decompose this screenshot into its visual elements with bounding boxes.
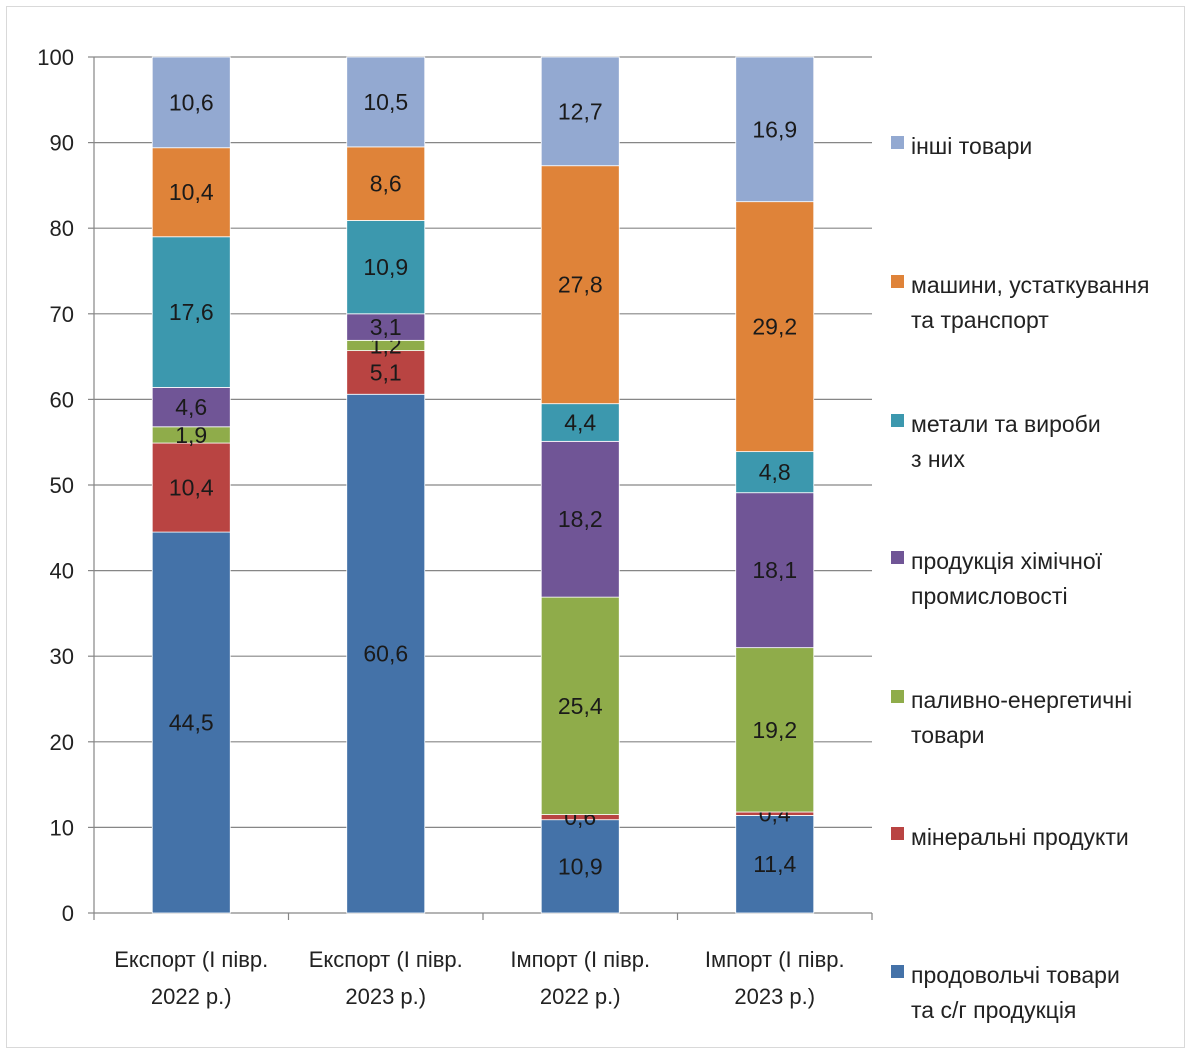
x-category-label: 2023 р.) (345, 984, 426, 1009)
data-label: 10,5 (363, 89, 408, 115)
bar-segment (540, 819, 620, 914)
bar-segment (735, 56, 815, 203)
bar-segment (540, 440, 620, 598)
legend-label: метали та вироби (911, 411, 1101, 437)
data-label: 60,6 (363, 641, 408, 667)
x-category-label: Імпорт (І півр. (510, 947, 650, 972)
bar-segment (151, 236, 231, 388)
data-label: 19,2 (752, 717, 797, 743)
x-category-label: 2022 р.) (540, 984, 621, 1009)
bar-segment (540, 56, 620, 167)
y-tick-label: 80 (50, 216, 74, 241)
data-label: 25,4 (558, 693, 603, 719)
data-label: 10,9 (558, 853, 603, 879)
x-category-label: Експорт (І півр. (114, 947, 268, 972)
legend-swatch (891, 136, 904, 149)
data-label: 12,7 (558, 98, 603, 124)
legend-label: мінеральні продукти (911, 824, 1129, 850)
y-tick-label: 20 (50, 730, 74, 755)
y-tick-label: 0 (62, 901, 74, 926)
bar-segment (346, 146, 426, 221)
legend-swatch (891, 690, 904, 703)
data-label: 10,4 (169, 475, 214, 501)
bar-segment (346, 56, 426, 148)
y-tick-label: 90 (50, 131, 74, 156)
legend-swatch (891, 275, 904, 288)
bar-segment (346, 393, 426, 914)
data-label: 10,9 (363, 254, 408, 280)
bar-segment (735, 647, 815, 813)
bar-segment (151, 442, 231, 533)
bar-segment (151, 56, 231, 149)
y-tick-label: 30 (50, 644, 74, 669)
data-label: 10,6 (169, 89, 214, 115)
legend-label: продовольчі товари (911, 962, 1120, 988)
legend-label: товари (911, 722, 984, 748)
data-label: 4,6 (175, 394, 207, 420)
legend-label: паливно-енергетичні (911, 687, 1132, 713)
data-label: 4,4 (564, 410, 596, 436)
data-label: 17,6 (169, 299, 214, 325)
data-label: 29,2 (752, 314, 797, 340)
data-label: 5,1 (370, 359, 402, 385)
y-tick-label: 100 (37, 45, 74, 70)
bar-segment (735, 492, 815, 649)
data-label: 10,4 (169, 179, 214, 205)
data-label: 18,2 (558, 506, 603, 532)
y-tick-label: 10 (50, 815, 74, 840)
bar-segment (735, 815, 815, 914)
data-label: 8,6 (370, 171, 402, 197)
data-label: 16,9 (752, 116, 797, 142)
y-tick-label: 50 (50, 473, 74, 498)
legend-label: інші товари (911, 133, 1032, 159)
legend-label: з них (911, 446, 965, 472)
bar-segment (735, 451, 815, 494)
bar-segment (540, 596, 620, 815)
legend-label: машини, устаткування (911, 272, 1150, 298)
y-tick-label: 60 (50, 387, 74, 412)
bar-segment (346, 220, 426, 315)
data-label: 3,1 (370, 314, 402, 340)
legend-swatch (891, 551, 904, 564)
bar-segment (151, 387, 231, 428)
data-label: 11,4 (753, 851, 796, 877)
bar-segment (540, 165, 620, 405)
data-label: 44,5 (169, 710, 214, 736)
legend-label: та транспорт (911, 307, 1049, 333)
data-label: 4,8 (759, 459, 791, 485)
legend-label: та с/г продукція (911, 997, 1076, 1023)
legend-label: продукція хімічної (911, 548, 1103, 574)
y-tick-label: 40 (50, 559, 74, 584)
legend-label: промисловості (911, 583, 1068, 609)
legend-swatch (891, 827, 904, 840)
x-category-label: Експорт (І півр. (309, 947, 463, 972)
bar-segment (346, 313, 426, 341)
bar-segment (151, 531, 231, 914)
x-category-label: Імпорт (І півр. (705, 947, 845, 972)
bar-segment (151, 147, 231, 238)
bar-segment (346, 350, 426, 395)
legend-swatch (891, 414, 904, 427)
data-label: 18,1 (752, 557, 797, 583)
chart-frame (6, 6, 1185, 1048)
y-tick-label: 70 (50, 302, 74, 327)
legend-swatch (891, 965, 904, 978)
x-category-label: 2023 р.) (734, 984, 815, 1009)
x-category-label: 2022 р.) (151, 984, 232, 1009)
data-label: 27,8 (558, 272, 603, 298)
